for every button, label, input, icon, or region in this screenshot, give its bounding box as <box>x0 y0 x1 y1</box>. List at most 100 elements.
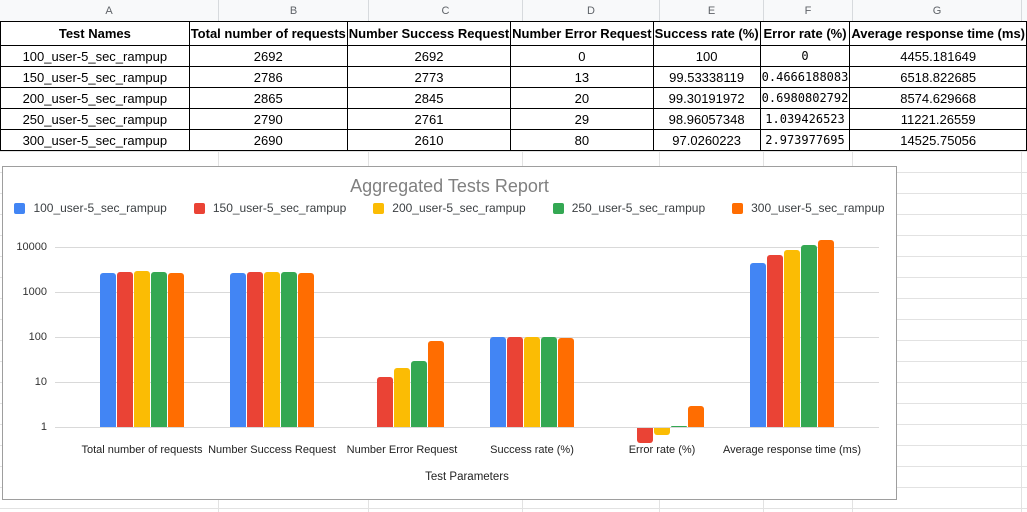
legend-item: 150_user-5_sec_rampup <box>193 201 347 215</box>
cell[interactable]: 2690 <box>188 129 348 151</box>
bar-150_user-5_sec_rampup <box>507 337 523 427</box>
legend-swatch-icon <box>14 202 26 214</box>
column-header-B[interactable]: B <box>219 0 369 21</box>
legend-label: 250_user-5_sec_rampup <box>571 201 706 215</box>
table-row: 200_user-5_sec_rampup 2865 2845 20 99.301919… <box>0 87 1027 109</box>
cell[interactable]: 20 <box>510 87 654 109</box>
cell[interactable]: 300_user-5_sec_rampup <box>0 129 190 151</box>
bar-200_user-5_sec_rampup <box>524 337 540 427</box>
x-category-label: Number Error Request <box>346 444 458 456</box>
cell[interactable]: 2773 <box>346 66 512 88</box>
cell[interactable]: 97.0260223 <box>652 129 761 151</box>
header-cell[interactable]: Error rate (%) <box>759 21 851 46</box>
x-axis-title: Test Parameters <box>425 471 509 483</box>
cell[interactable]: 13 <box>510 66 654 88</box>
y-tick-label: 10000 <box>16 241 47 253</box>
y-tick-label: 10 <box>34 376 47 388</box>
y-gridline <box>55 382 879 383</box>
header-cell[interactable]: Number Success Request <box>346 21 512 46</box>
x-category-label: Number Success Request <box>208 444 336 456</box>
cell[interactable]: 8574.629668 <box>849 87 1027 109</box>
cell[interactable]: 14525.75056 <box>849 129 1027 151</box>
cell[interactable]: 11221.26559 <box>849 108 1027 130</box>
cell[interactable]: 98.96057348 <box>652 108 761 130</box>
bar-150_user-5_sec_rampup <box>117 272 133 427</box>
header-cell[interactable]: Number Error Request <box>510 21 654 46</box>
column-header-E[interactable]: E <box>660 0 764 21</box>
bar-150_user-5_sec_rampup <box>247 272 263 427</box>
table-row: 300_user-5_sec_rampup 2690 2610 80 97.026022… <box>0 129 1027 151</box>
y-tick-label: 100 <box>28 331 47 343</box>
table-row: 100_user-5_sec_rampup 2692 2692 0 100 0 4455.1… <box>0 45 1027 67</box>
bar-250_user-5_sec_rampup <box>151 272 167 427</box>
cell[interactable]: 2865 <box>188 87 348 109</box>
bar-200_user-5_sec_rampup <box>654 428 670 435</box>
legend-swatch-icon <box>373 202 385 214</box>
cell[interactable]: 250_user-5_sec_rampup <box>0 108 190 130</box>
column-header-D[interactable]: D <box>523 0 660 21</box>
bar-200_user-5_sec_rampup <box>784 250 800 427</box>
bar-100_user-5_sec_rampup <box>490 337 506 427</box>
header-cell[interactable]: Total number of requests <box>188 21 348 46</box>
cell[interactable]: 6518.822685 <box>849 66 1027 88</box>
cell[interactable]: 2761 <box>346 108 512 130</box>
header-cell[interactable]: Average response time (ms) <box>849 21 1027 46</box>
bar-250_user-5_sec_rampup <box>541 337 557 427</box>
legend-label: 150_user-5_sec_rampup <box>212 201 347 215</box>
column-header-F[interactable]: F <box>764 0 853 21</box>
bar-150_user-5_sec_rampup <box>767 255 783 427</box>
cell[interactable]: 29 <box>510 108 654 130</box>
x-category-label: Average response time (ms) <box>723 444 861 456</box>
column-header-C[interactable]: C <box>369 0 523 21</box>
legend-swatch-icon <box>732 202 744 214</box>
cell[interactable]: 99.30191972 <box>652 87 761 109</box>
y-gridline <box>55 292 879 293</box>
column-header-G[interactable]: G <box>853 0 1022 21</box>
cell[interactable]: 2.973977695 <box>759 129 851 151</box>
bar-300_user-5_sec_rampup <box>168 273 184 427</box>
cell[interactable]: 2786 <box>188 66 348 88</box>
x-category-label: Total number of requests <box>81 444 203 456</box>
y-gridline <box>55 337 879 338</box>
bar-300_user-5_sec_rampup <box>688 406 704 427</box>
bar-150_user-5_sec_rampup <box>637 428 653 443</box>
cell[interactable]: 99.53338119 <box>652 66 761 88</box>
header-cell[interactable]: Test Names <box>0 21 190 46</box>
bar-250_user-5_sec_rampup <box>411 361 427 427</box>
cell[interactable]: 100_user-5_sec_rampup <box>0 45 190 67</box>
cell[interactable]: 200_user-5_sec_rampup <box>0 87 190 109</box>
bar-250_user-5_sec_rampup <box>671 426 687 427</box>
legend-swatch-icon <box>193 202 205 214</box>
table-row: 150_user-5_sec_rampup 2786 2773 13 99.533381… <box>0 66 1027 88</box>
cell[interactable]: 2790 <box>188 108 348 130</box>
header-cell[interactable]: Success rate (%) <box>652 21 761 46</box>
bar-250_user-5_sec_rampup <box>801 245 817 427</box>
bar-200_user-5_sec_rampup <box>134 271 150 427</box>
bar-300_user-5_sec_rampup <box>558 338 574 427</box>
cell[interactable]: 2610 <box>346 129 512 151</box>
bar-100_user-5_sec_rampup <box>100 273 116 427</box>
bar-100_user-5_sec_rampup <box>230 273 246 427</box>
cell[interactable]: 1.039426523 <box>759 108 851 130</box>
cell[interactable]: 2692 <box>346 45 512 67</box>
cell[interactable]: 150_user-5_sec_rampup <box>0 66 190 88</box>
cell[interactable]: 100 <box>652 45 761 67</box>
cell[interactable]: 80 <box>510 129 654 151</box>
cell[interactable]: 0 <box>759 45 851 67</box>
legend-swatch-icon <box>552 202 564 214</box>
cell[interactable]: 0 <box>510 45 654 67</box>
y-tick-label: 1000 <box>22 286 47 298</box>
bar-150_user-5_sec_rampup <box>377 377 393 427</box>
legend-item: 250_user-5_sec_rampup <box>552 201 706 215</box>
x-category-label: Error rate (%) <box>628 444 696 456</box>
y-gridline <box>55 427 879 428</box>
chart-card[interactable]: 1 10 100 1000 10000 Aggregated Tests Report … <box>2 166 897 500</box>
cell[interactable]: 0.6980802792 <box>759 87 851 109</box>
cell[interactable]: 2692 <box>188 45 348 67</box>
chart-title: Aggregated Tests Report <box>350 176 549 196</box>
cell[interactable]: 2845 <box>346 87 512 109</box>
cell[interactable]: 0.4666188083 <box>759 66 851 88</box>
cell[interactable]: 4455.181649 <box>849 45 1027 67</box>
column-header-A[interactable]: A <box>0 0 219 21</box>
